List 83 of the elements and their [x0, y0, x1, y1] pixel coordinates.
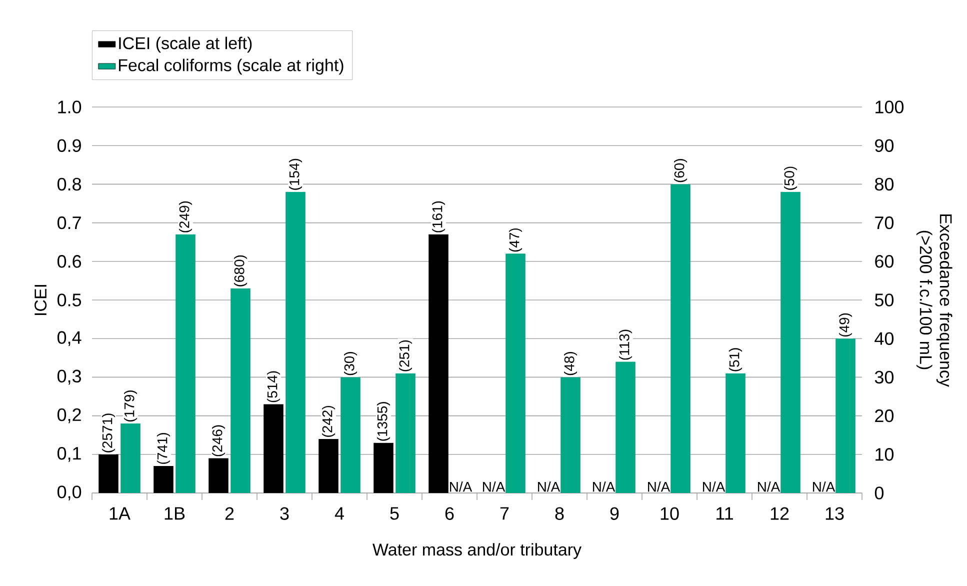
x-tick-label: 12 — [770, 507, 789, 520]
y2-tick-label: 80 — [874, 178, 894, 191]
bar — [506, 254, 526, 493]
annotation: (741) — [156, 432, 170, 464]
annotation: (47) — [508, 228, 522, 252]
y2-tick-label: 50 — [874, 294, 894, 306]
legend-label: ICEI (scale at left) — [119, 36, 252, 53]
x-tick-label: 6 — [445, 507, 454, 520]
bar — [264, 404, 284, 493]
y2-axis-title: Exceedance frequency (>200 f.c./100 mL) — [916, 214, 952, 387]
bar — [340, 377, 360, 493]
annotation: (179) — [124, 390, 138, 422]
bar — [208, 458, 228, 493]
y-axis-title: ICEI — [34, 285, 47, 315]
annotation: (2571) — [102, 414, 116, 452]
y-tick-label: 1.0 — [58, 100, 82, 114]
annotation: N/A — [758, 482, 780, 492]
y2-tick-label: 10 — [876, 448, 894, 461]
bar — [98, 454, 118, 493]
x-tick-label: 9 — [610, 507, 619, 520]
y-tick-label: 0.7 — [57, 216, 81, 230]
annotation: N/A — [538, 482, 560, 492]
x-tick-label: 2 — [225, 507, 234, 520]
x-tick-label: 8 — [555, 507, 564, 520]
y2-tick-label: 100 — [876, 100, 904, 114]
y2-tick-label: 60 — [875, 255, 894, 268]
y-tick-label: 0,4 — [57, 331, 82, 346]
x-tick-label: 5 — [390, 507, 399, 520]
annotation: (50) — [784, 166, 798, 190]
y2-tick-label: 20 — [875, 409, 894, 422]
annotation: (49) — [838, 313, 852, 337]
y2-tick-label: 90 — [875, 139, 894, 152]
bar — [670, 184, 690, 493]
y-tick-label: 0.8 — [57, 178, 82, 191]
y-tick-label: 0.9 — [57, 139, 81, 152]
annotation: (48) — [564, 352, 578, 376]
annotation: (154) — [288, 158, 302, 190]
y-tick-label: 0,3 — [57, 370, 82, 385]
x-tick-label: 3 — [280, 507, 289, 520]
annotation: (51) — [728, 348, 742, 372]
annotation: (113) — [618, 330, 632, 360]
annotation: (60) — [674, 158, 688, 182]
y-tick-label: 0.5 — [57, 294, 82, 306]
annotation: (514) — [266, 371, 280, 402]
y2-tick-label: 0 — [874, 486, 884, 500]
x-tick-label: 1B — [164, 507, 185, 520]
y-tick-label: 0,0 — [57, 486, 82, 500]
y2-tick-label: 30 — [874, 370, 894, 384]
legend-label: Fecal coliforms (scale at right) — [118, 58, 344, 75]
bar — [726, 373, 746, 493]
annotation: (30) — [344, 352, 358, 376]
bar — [396, 373, 416, 493]
x-axis-title: Water mass and/or tributary — [372, 543, 582, 559]
x-tick-label: 7 — [500, 507, 509, 520]
x-tick-label: 11 — [716, 507, 733, 520]
x-tick-label: 1A — [110, 507, 130, 520]
annotation: (242) — [322, 406, 336, 437]
annotation: (680) — [234, 255, 248, 286]
bar — [560, 377, 580, 493]
annotation: N/A — [702, 482, 726, 492]
x-tick-label: 10 — [660, 507, 679, 520]
y-tick-label: 0,1 — [57, 446, 81, 462]
x-tick-label: 4 — [334, 507, 344, 520]
bar — [318, 438, 338, 493]
annotation: N/A — [482, 482, 506, 492]
y-tick-label: 0,2 — [57, 408, 81, 424]
bar — [154, 466, 174, 493]
annotation: (246) — [212, 425, 226, 456]
bar — [616, 362, 636, 493]
y2-tick-label: 40 — [874, 332, 894, 345]
x-tick-label: 13 — [826, 507, 844, 520]
bar — [120, 424, 140, 493]
y2-tick-label: 70 — [875, 216, 894, 230]
annotation: N/A — [812, 482, 836, 492]
annotation: N/A — [648, 482, 670, 492]
annotation: N/A — [592, 482, 616, 492]
annotation: (1355) — [376, 402, 390, 441]
y-tick-label: 0.6 — [57, 255, 82, 268]
annotation: N/A — [450, 482, 472, 492]
annotation: (251) — [398, 340, 412, 372]
annotation: (161) — [432, 201, 446, 232]
annotation: (249) — [178, 201, 192, 232]
bar — [836, 338, 856, 493]
